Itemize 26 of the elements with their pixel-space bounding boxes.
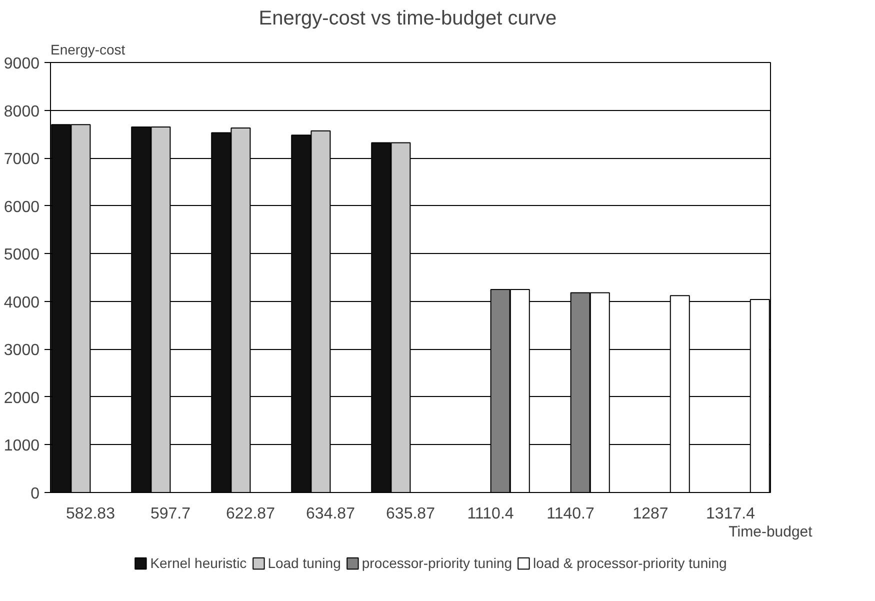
x-tick-label: 1140.7 <box>546 506 594 522</box>
chart-title: Energy-cost vs time-budget curve <box>258 8 557 30</box>
x-tick-label: 622.87 <box>226 506 276 522</box>
y-tick-label: 3000 <box>4 342 40 360</box>
y-tick-label: 7000 <box>4 151 40 168</box>
x-axis-title: Time-budget <box>728 524 814 540</box>
y-tick-label: 4000 <box>4 294 40 312</box>
y-tick-label: 9000 <box>4 56 40 72</box>
x-tick-label: 1317.4 <box>706 506 756 522</box>
x-tick-label: 1287 <box>632 506 668 522</box>
y-tick-label: 1000 <box>4 438 40 455</box>
y-axis-title: Energy-cost <box>50 42 126 58</box>
legend-label: load & processor-priority tuning <box>533 555 727 571</box>
legend-label: Load tuning <box>268 555 341 571</box>
x-tick-label: 635.87 <box>386 506 436 522</box>
x-tick-label: 597.7 <box>150 506 191 522</box>
x-tick-label: 634.87 <box>306 506 356 522</box>
y-tick-label: 5000 <box>4 246 40 264</box>
legend-label: processor-priority tuning <box>362 555 512 571</box>
y-tick-label: 2000 <box>4 390 40 407</box>
x-tick-label: 1110.4 <box>467 506 514 522</box>
legend-label: Kernel heuristic <box>150 555 247 571</box>
y-tick-label: 0 <box>30 486 40 502</box>
x-tick-label: 582.83 <box>66 506 116 522</box>
y-tick-label: 6000 <box>4 198 40 216</box>
y-tick-label: 8000 <box>4 103 40 120</box>
